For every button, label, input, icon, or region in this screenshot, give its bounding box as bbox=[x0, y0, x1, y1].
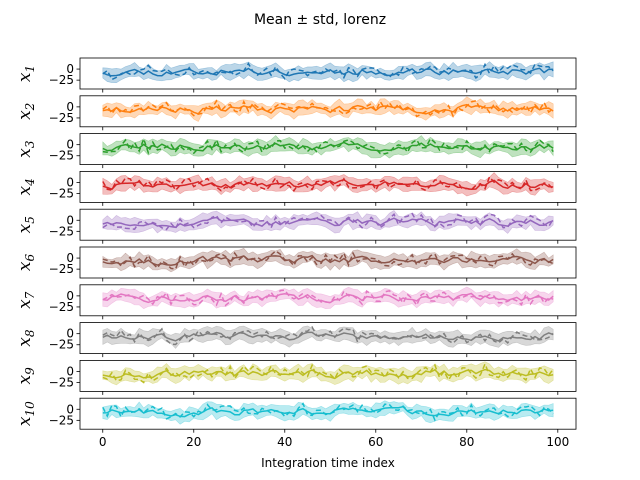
y-tick-label-4: −25 bbox=[49, 187, 74, 201]
std-band-1 bbox=[102, 61, 554, 84]
y-tick-label-3: −25 bbox=[49, 149, 74, 163]
panels-group: 0−25x10−25x20−25x30−25x40−25x50−25x60−25… bbox=[15, 57, 577, 449]
std-band-10 bbox=[102, 400, 554, 425]
truth-line-7 bbox=[102, 289, 554, 307]
truth-line-5 bbox=[102, 212, 554, 231]
std-band-9 bbox=[102, 361, 554, 386]
std-band-8 bbox=[102, 325, 554, 349]
panel-frame-8 bbox=[79, 322, 577, 355]
y-tick-label-9: 0 bbox=[66, 364, 74, 378]
y-axis-label-7: x7 bbox=[15, 291, 37, 309]
std-band-4 bbox=[102, 172, 554, 197]
y-tick-label-8: 0 bbox=[66, 327, 74, 341]
y-tick-label-5: −25 bbox=[49, 224, 74, 238]
y-tick-label-1: 0 bbox=[66, 62, 74, 76]
panel-9: 0−25 x9 bbox=[15, 359, 577, 395]
truth-line-8 bbox=[102, 325, 554, 346]
x-tick-label: 40 bbox=[277, 435, 292, 449]
panel-frame-5 bbox=[79, 208, 577, 241]
y-tick-label-4: 0 bbox=[66, 175, 74, 189]
x-tick-label: 20 bbox=[186, 435, 201, 449]
panel-frame-7 bbox=[79, 284, 577, 317]
chart-title: Mean ± std, lorenz bbox=[254, 12, 386, 28]
panel-frame-6 bbox=[79, 246, 577, 279]
truth-line-2 bbox=[102, 99, 554, 118]
y-tick-label-6: 0 bbox=[66, 251, 74, 265]
y-axis-label-9: x9 bbox=[15, 367, 37, 385]
y-tick-label-8: −25 bbox=[49, 338, 74, 352]
panel-8: 0−25 x8 bbox=[15, 322, 577, 358]
y-tick-label-10: 0 bbox=[66, 402, 74, 416]
panel-5: 0−25 x5 bbox=[15, 208, 577, 244]
y-tick-label-10: −25 bbox=[49, 413, 74, 427]
mean-line-8 bbox=[102, 331, 554, 342]
truth-line-3 bbox=[102, 136, 554, 155]
y-axis-label-4: x4 bbox=[15, 178, 37, 195]
x-tick-label: 60 bbox=[368, 435, 383, 449]
y-tick-label-1: −25 bbox=[49, 73, 74, 87]
panel-3: 0−25 x3 bbox=[15, 133, 577, 169]
y-tick-label-5: 0 bbox=[66, 213, 74, 227]
std-band-3 bbox=[102, 135, 554, 159]
x-tick-label: 100 bbox=[546, 435, 569, 449]
y-tick-label-2: −25 bbox=[49, 111, 74, 125]
panel-7: 0−25 x7 bbox=[15, 284, 577, 320]
mean-line-10 bbox=[102, 405, 554, 418]
panel-4: 0−25 x4 bbox=[15, 170, 577, 206]
y-tick-label-9: −25 bbox=[49, 376, 74, 390]
truth-line-4 bbox=[102, 175, 554, 192]
y-axis-label-10: x10 bbox=[15, 401, 37, 426]
y-axis-label-5: x5 bbox=[15, 216, 37, 233]
y-axis-label-6: x6 bbox=[15, 254, 37, 272]
truth-line-9 bbox=[102, 362, 554, 384]
panel-frame-3 bbox=[79, 133, 577, 166]
panel-frame-10 bbox=[79, 397, 577, 430]
x-tick-label: 0 bbox=[99, 435, 107, 449]
panel-frame-4 bbox=[79, 170, 577, 203]
mean-line-6 bbox=[102, 254, 554, 266]
panel-10: 0−25 x10 bbox=[15, 397, 577, 430]
mean-line-4 bbox=[102, 178, 554, 191]
x-axis-label: Integration time index bbox=[261, 456, 395, 470]
panel-frame-2 bbox=[79, 95, 577, 128]
panel-1: 0−25 x1 bbox=[15, 57, 577, 93]
y-axis-label-2: x2 bbox=[15, 103, 37, 120]
truth-line-1 bbox=[102, 62, 554, 81]
y-tick-label-3: 0 bbox=[66, 138, 74, 152]
y-axis-label-3: x3 bbox=[15, 140, 37, 158]
y-tick-label-2: 0 bbox=[66, 100, 74, 114]
panel-6: 0−25 x6 bbox=[15, 246, 577, 282]
y-tick-label-7: 0 bbox=[66, 289, 74, 303]
panel-2: 0−25 x2 bbox=[15, 95, 577, 131]
y-axis-label-8: x8 bbox=[15, 329, 37, 347]
y-axis-label-1: x1 bbox=[15, 65, 37, 82]
x-tick-label: 80 bbox=[459, 435, 474, 449]
panel-frame-1 bbox=[79, 57, 577, 90]
panel-frame-9 bbox=[79, 359, 577, 392]
y-tick-label-6: −25 bbox=[49, 262, 74, 276]
std-band-7 bbox=[102, 286, 554, 310]
y-tick-label-7: −25 bbox=[49, 300, 74, 314]
